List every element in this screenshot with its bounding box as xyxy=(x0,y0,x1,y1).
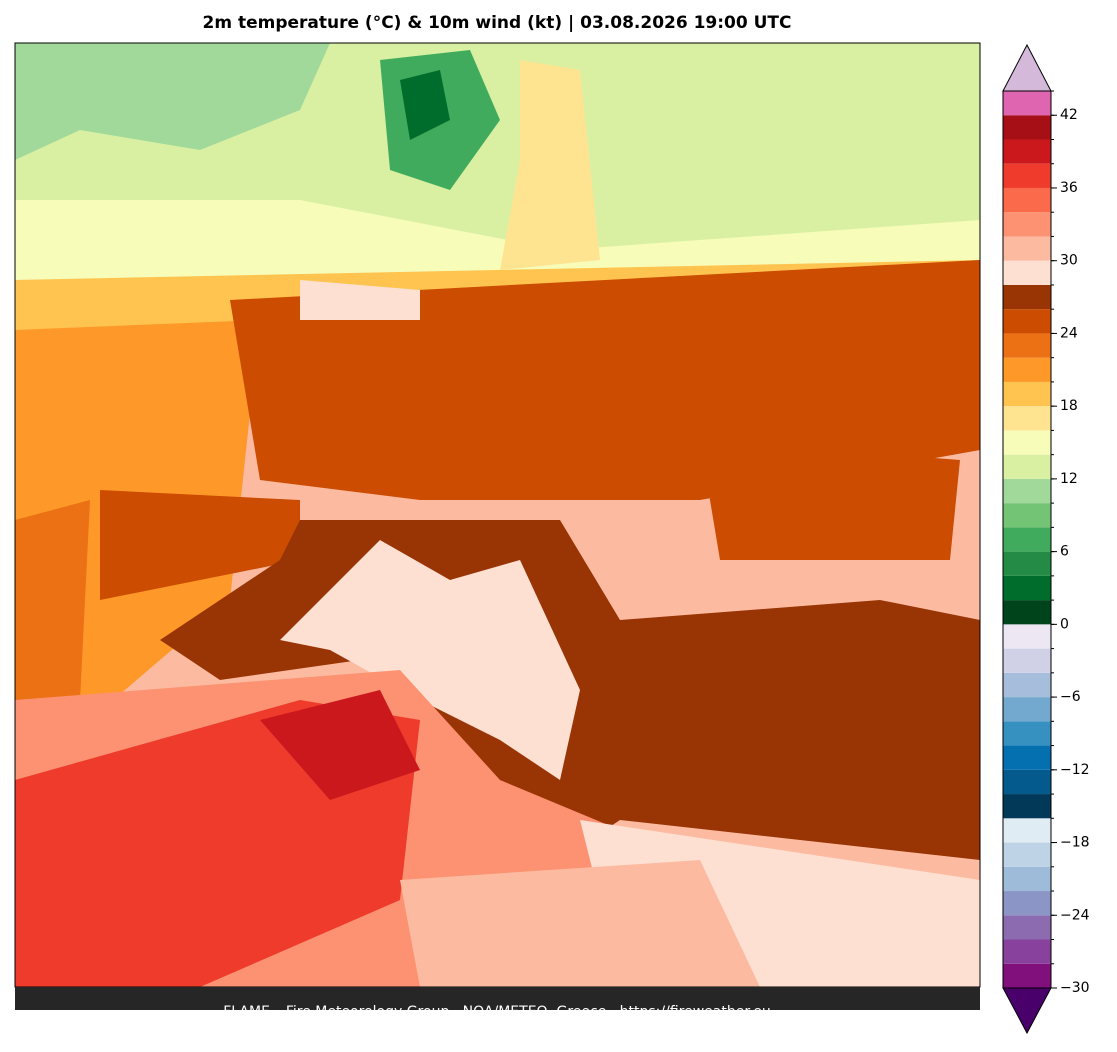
colorbar-segment xyxy=(1003,818,1051,843)
colorbar-segment xyxy=(1003,794,1051,819)
colorbar-segment xyxy=(1003,939,1051,964)
colorbar-tick-label: 24 xyxy=(1060,325,1078,341)
colorbar: −30 −24 −18 −12 −6 0 6 12 18 24 30 36 42 xyxy=(1002,43,1090,1035)
colorbar-segment xyxy=(1003,478,1051,504)
colorbar-segment xyxy=(1003,139,1051,164)
colorbar-segment xyxy=(1003,600,1051,625)
colorbar-segment xyxy=(1003,769,1051,795)
footer-text: FLAME – Fire Meteorology Group · NOA/MET… xyxy=(223,1004,771,1020)
colorbar-segment xyxy=(1003,236,1051,261)
colorbar-tick-label: 0 xyxy=(1060,616,1069,632)
colorbar-segment xyxy=(1003,672,1051,698)
colorbar-tick-label: 12 xyxy=(1060,471,1078,487)
temperature-map xyxy=(14,42,981,988)
colorbar-segment xyxy=(1003,284,1051,310)
colorbar-segment xyxy=(1003,260,1051,285)
colorbar-tick-label: 6 xyxy=(1060,544,1069,560)
colorbar-segment xyxy=(1003,357,1051,382)
colorbar-segment xyxy=(1003,454,1051,479)
colorbar-segment xyxy=(1003,115,1051,140)
colorbar-segment xyxy=(1003,624,1051,649)
colorbar-frame xyxy=(1002,90,1052,989)
colorbar-segment xyxy=(1003,503,1051,528)
colorbar-segment xyxy=(1003,648,1051,673)
colorbar-segment xyxy=(1003,381,1051,407)
colorbar-tick-label: −24 xyxy=(1060,907,1090,923)
colorbar-segment xyxy=(1003,697,1051,722)
colorbar-segment xyxy=(1003,891,1051,916)
colorbar-tick-label: 42 xyxy=(1060,107,1078,123)
colorbar-segment xyxy=(1003,333,1051,358)
colorbar-segment xyxy=(1003,721,1051,746)
map-title: 2m temperature (°C) & 10m wind (kt) | 03… xyxy=(202,13,791,33)
colorbar-segment xyxy=(1003,745,1051,770)
colorbar-tick-label: −6 xyxy=(1060,689,1081,705)
footer-bar xyxy=(15,987,980,1010)
colorbar-segment xyxy=(1003,187,1051,213)
colorbar-segment xyxy=(1003,575,1051,601)
colorbar-tick-label: −18 xyxy=(1060,835,1090,851)
colorbar-segment xyxy=(1003,406,1051,431)
colorbar-tick-label: −12 xyxy=(1060,762,1090,778)
colorbar-segment xyxy=(1003,527,1051,552)
colorbar-extend-over xyxy=(1002,43,1052,92)
colorbar-segment xyxy=(1003,430,1051,455)
colorbar-segment xyxy=(1003,842,1051,867)
colorbar-tick-label: −30 xyxy=(1060,980,1090,996)
colorbar-segment xyxy=(1003,963,1051,988)
colorbar-segment xyxy=(1003,551,1051,576)
colorbar-segment xyxy=(1003,163,1051,188)
colorbar-segment xyxy=(1003,866,1051,892)
colorbar-extend-under xyxy=(1002,987,1052,1035)
colorbar-segment xyxy=(1003,309,1051,334)
colorbar-tick-label: 30 xyxy=(1060,253,1078,269)
colorbar-segment xyxy=(1003,915,1051,940)
colorbar-tick-label: 18 xyxy=(1060,398,1078,414)
colorbar-segment xyxy=(1003,212,1051,237)
colorbar-segment xyxy=(1003,91,1051,116)
colorbar-tick-label: 36 xyxy=(1060,180,1078,196)
